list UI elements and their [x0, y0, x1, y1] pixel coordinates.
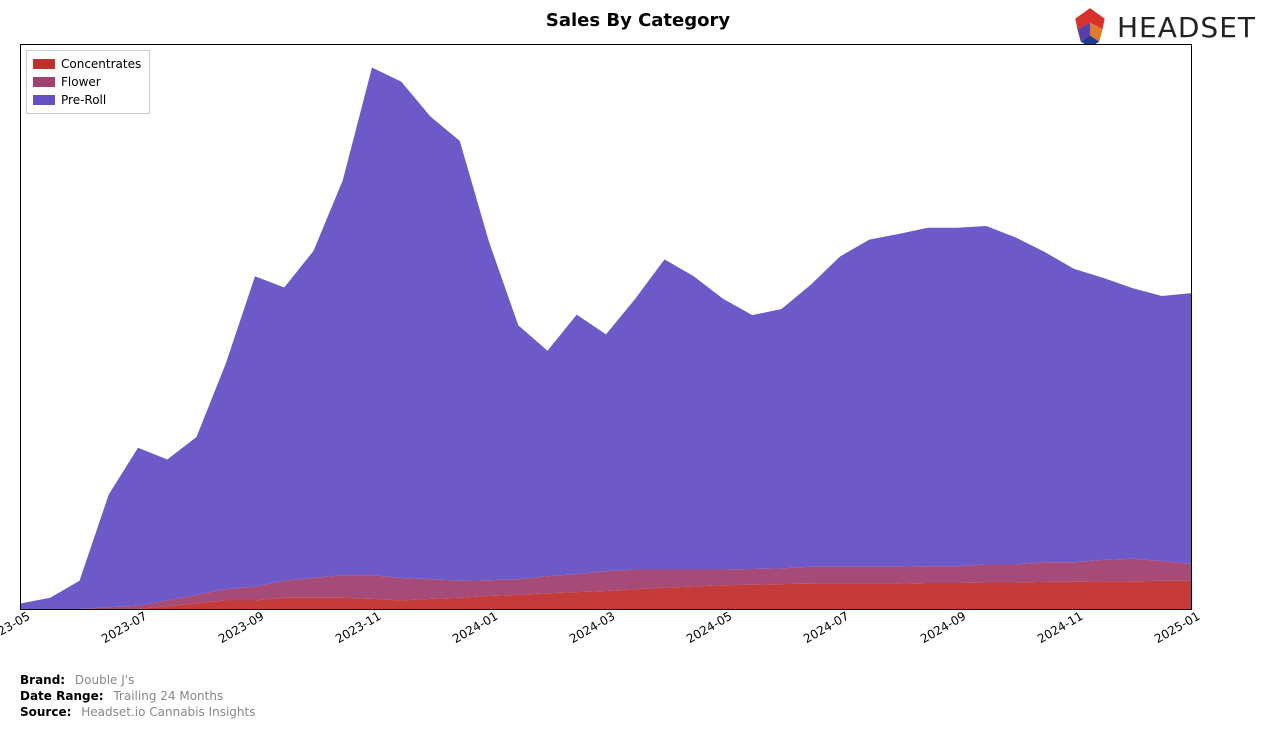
headset-logo-icon	[1069, 6, 1111, 48]
meta-brand: Brand: Double J's	[20, 672, 255, 688]
legend: ConcentratesFlowerPre-Roll	[26, 50, 150, 114]
meta-date-range: Date Range: Trailing 24 Months	[20, 688, 255, 704]
legend-label: Pre-Roll	[61, 91, 106, 109]
meta-brand-value: Double J's	[75, 673, 134, 687]
brand-logo-text: HEADSET	[1117, 11, 1256, 44]
meta-source-value: Headset.io Cannabis Insights	[81, 705, 255, 719]
legend-label: Concentrates	[61, 55, 141, 73]
meta-source: Source: Headset.io Cannabis Insights	[20, 704, 255, 720]
x-tick-label: 2024-11	[1035, 609, 1085, 646]
area-pre-roll	[21, 68, 1191, 609]
meta-date-range-value: Trailing 24 Months	[113, 689, 223, 703]
x-axis-ticks: 2023-052023-072023-092023-112024-012024-…	[20, 620, 1190, 680]
legend-label: Flower	[61, 73, 101, 91]
x-tick-label: 2024-07	[801, 609, 851, 646]
legend-swatch	[33, 95, 55, 105]
plot-area	[20, 44, 1192, 610]
meta-brand-label: Brand:	[20, 673, 65, 687]
x-tick-label: 2024-03	[567, 609, 617, 646]
brand-logo: HEADSET	[1069, 6, 1256, 48]
chart-container: Sales By Category HEADSET ConcentratesFl…	[0, 0, 1276, 740]
x-tick-label: 2023-09	[216, 609, 266, 646]
x-tick-label: 2024-05	[684, 609, 734, 646]
legend-swatch	[33, 77, 55, 87]
x-tick-label: 2025-01	[1152, 609, 1202, 646]
legend-item: Flower	[33, 73, 141, 91]
x-tick-label: 2023-07	[99, 609, 149, 646]
legend-swatch	[33, 59, 55, 69]
legend-item: Pre-Roll	[33, 91, 141, 109]
x-tick-label: 2023-11	[333, 609, 383, 646]
x-tick-label: 2024-01	[450, 609, 500, 646]
metadata-block: Brand: Double J's Date Range: Trailing 2…	[20, 672, 255, 720]
meta-source-label: Source:	[20, 705, 71, 719]
meta-date-range-label: Date Range:	[20, 689, 104, 703]
x-tick-label: 2023-05	[0, 609, 32, 646]
legend-item: Concentrates	[33, 55, 141, 73]
x-tick-label: 2024-09	[918, 609, 968, 646]
